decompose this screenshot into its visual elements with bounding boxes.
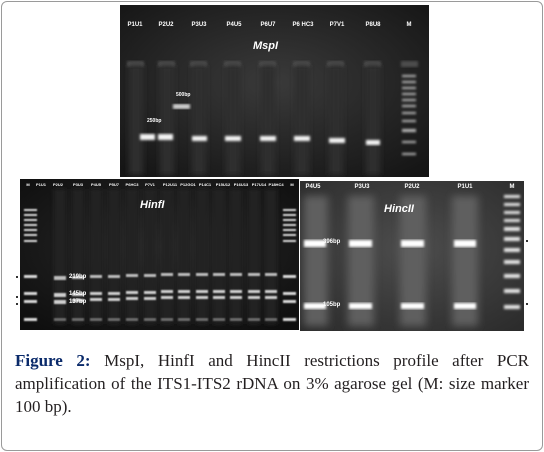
figure-caption: Figure 2: MspI, HinfI and HincII restric… bbox=[15, 349, 529, 418]
hincii-gel: HincII P4U5 P3U3 P2U2 P1U1 M 396bp 105bp bbox=[300, 181, 524, 331]
hinfi-lane-label: P12GO1 bbox=[180, 182, 196, 187]
hinfi-lane-label: P7V1 bbox=[145, 182, 155, 187]
mspi-lane-label: P2U2 bbox=[158, 22, 174, 28]
hinfi-lane-label: P15U12 bbox=[215, 182, 231, 187]
mspi-lane-label: P4U5 bbox=[226, 22, 242, 28]
mspi-band-label: 500bp bbox=[176, 92, 191, 98]
hinfi-gel-image bbox=[20, 179, 299, 330]
hinfi-lane-label: P18HC4 bbox=[268, 182, 284, 187]
hinfi-lane-label: M bbox=[26, 182, 30, 187]
mspi-band-label: 250bp bbox=[147, 118, 162, 124]
mspi-lane-label: P8U8 bbox=[365, 22, 381, 28]
mspi-lane-label: P6U7 bbox=[260, 22, 276, 28]
hinfi-lane-label: P17U14 bbox=[251, 182, 267, 187]
hincii-lane-label: P4U5 bbox=[305, 184, 321, 190]
mspi-lane-label: P1U1 bbox=[127, 22, 143, 28]
hincii-band-label: 105bp bbox=[323, 302, 341, 308]
hinfi-lane-label: P12U11 bbox=[162, 182, 178, 187]
hinfi-band-label: 145bp bbox=[69, 291, 87, 297]
hinfi-title: HinfI bbox=[140, 199, 165, 211]
mspi-gel-image bbox=[120, 5, 429, 177]
hinfi-lane-label: P5U7 bbox=[108, 182, 120, 187]
hincii-lane-label: P3U3 bbox=[354, 184, 370, 190]
hinfi-lane-label: P6HC3 bbox=[125, 182, 139, 187]
hinfi-lane-label: P14C1 bbox=[198, 182, 212, 187]
hincii-lane-label: P1U1 bbox=[457, 184, 473, 190]
mspi-lane-label: P3U3 bbox=[191, 22, 207, 28]
hincii-band-label: 396bp bbox=[323, 239, 341, 245]
hinfi-lane-label: P1U1 bbox=[35, 182, 47, 187]
hinfi-gel: HinfI M P1U1 P2U2 P3U3 P4U5 P5U7 P6HC3 P… bbox=[20, 179, 299, 330]
mspi-lane-label: P7V1 bbox=[329, 22, 345, 28]
hinfi-lane-label: M bbox=[290, 182, 294, 187]
hinfi-lane-label: P4U5 bbox=[90, 182, 102, 187]
hinfi-lane-label: P2U2 bbox=[52, 182, 64, 187]
figure-label: Figure 2: bbox=[15, 351, 91, 370]
hincii-title: HincII bbox=[384, 203, 414, 215]
hincii-lane-label: M bbox=[509, 184, 515, 190]
hinfi-band-label: 137bp bbox=[69, 299, 87, 305]
figure-caption-text: MspI, HinfI and HincII restrictions prof… bbox=[15, 351, 529, 416]
hinfi-lane-label: P3U3 bbox=[72, 182, 84, 187]
mspi-title: MspI bbox=[253, 40, 279, 52]
hinfi-lane-label: P16U13 bbox=[233, 182, 249, 187]
mspi-lane-label: P6 HC3 bbox=[292, 22, 314, 28]
mspi-lane-label: M bbox=[406, 22, 412, 28]
hincii-gel-image bbox=[300, 181, 524, 331]
mspi-gel: MspI P1U1 P2U2 P3U3 P4U5 P6U7 P6 HC3 P7V… bbox=[120, 5, 429, 177]
hincii-lane-label: P2U2 bbox=[404, 184, 420, 190]
hinfi-band-label: 219bp bbox=[69, 274, 87, 280]
